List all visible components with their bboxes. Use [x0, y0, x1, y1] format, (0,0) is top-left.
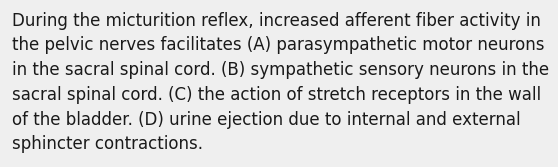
Text: in the sacral spinal cord. (B) sympathetic sensory neurons in the: in the sacral spinal cord. (B) sympathet… — [12, 61, 550, 79]
Text: sacral spinal cord. (C) the action of stretch receptors in the wall: sacral spinal cord. (C) the action of st… — [12, 86, 541, 104]
Text: the pelvic nerves facilitates (A) parasympathetic motor neurons: the pelvic nerves facilitates (A) parasy… — [12, 36, 545, 54]
Text: sphincter contractions.: sphincter contractions. — [12, 135, 203, 153]
Text: During the micturition reflex, increased afferent fiber activity in: During the micturition reflex, increased… — [12, 12, 541, 30]
Text: of the bladder. (D) urine ejection due to internal and external: of the bladder. (D) urine ejection due t… — [12, 111, 521, 129]
